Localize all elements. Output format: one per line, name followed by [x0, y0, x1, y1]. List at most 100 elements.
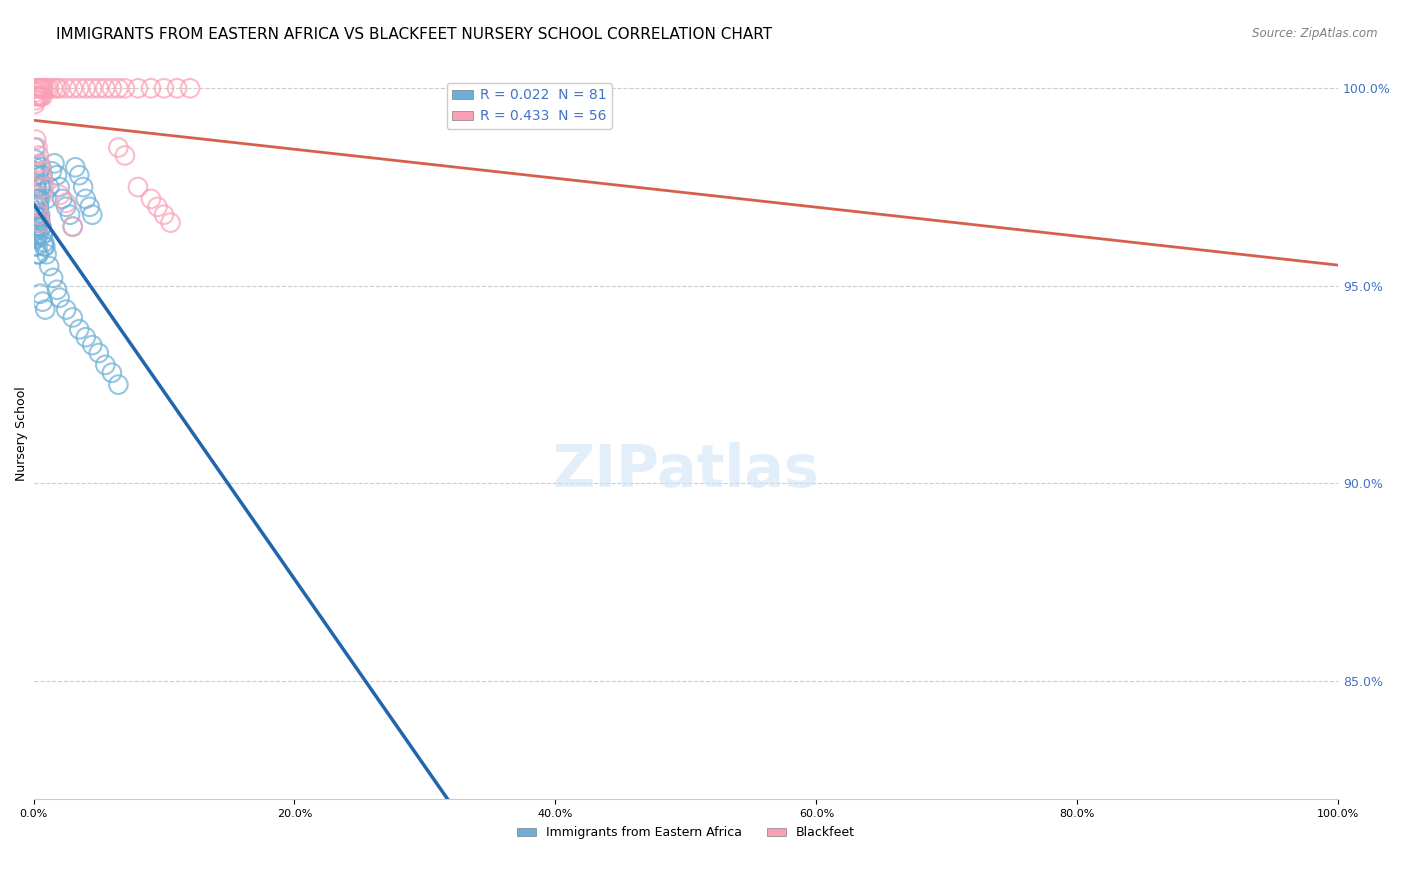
- Point: [153, 208, 176, 222]
- Point: [146, 200, 169, 214]
- Point: [62, 219, 84, 234]
- Point: [32, 180, 55, 194]
- Point: [25, 203, 48, 218]
- Point: [82, 81, 104, 95]
- Point: [30, 89, 52, 103]
- Point: [48, 180, 70, 194]
- Point: [24, 161, 46, 175]
- Point: [94, 358, 117, 372]
- Point: [31, 81, 53, 95]
- Point: [48, 81, 70, 95]
- Point: [75, 81, 97, 95]
- Point: [62, 310, 84, 325]
- Point: [127, 81, 149, 95]
- Point: [27, 168, 49, 182]
- Point: [48, 188, 70, 202]
- Point: [31, 227, 53, 242]
- Point: [30, 180, 52, 194]
- Point: [28, 192, 51, 206]
- Point: [59, 208, 82, 222]
- Point: [27, 219, 49, 234]
- Point: [42, 271, 65, 285]
- Point: [62, 219, 84, 234]
- Point: [28, 148, 51, 162]
- Point: [24, 89, 46, 103]
- Point: [25, 231, 48, 245]
- Point: [24, 239, 46, 253]
- Point: [35, 247, 58, 261]
- Point: [153, 81, 176, 95]
- Point: [46, 81, 69, 95]
- Point: [75, 330, 97, 344]
- Point: [24, 168, 46, 182]
- Point: [107, 377, 129, 392]
- Point: [30, 164, 52, 178]
- Point: [30, 211, 52, 226]
- Point: [30, 81, 52, 95]
- Point: [82, 208, 104, 222]
- Point: [35, 81, 58, 95]
- Point: [82, 338, 104, 352]
- Point: [27, 140, 49, 154]
- Point: [48, 291, 70, 305]
- Point: [30, 180, 52, 194]
- Point: [24, 81, 46, 95]
- Point: [31, 172, 53, 186]
- Point: [107, 81, 129, 95]
- Point: [55, 195, 77, 210]
- Point: [27, 239, 49, 253]
- Point: [38, 259, 60, 273]
- Point: [30, 219, 52, 234]
- Point: [32, 235, 55, 250]
- Point: [35, 192, 58, 206]
- Legend: Immigrants from Eastern Africa, Blackfeet: Immigrants from Eastern Africa, Blackfee…: [512, 822, 859, 845]
- Point: [46, 283, 69, 297]
- Point: [24, 200, 46, 214]
- Point: [159, 216, 181, 230]
- Text: IMMIGRANTS FROM EASTERN AFRICA VS BLACKFEET NURSERY SCHOOL CORRELATION CHART: IMMIGRANTS FROM EASTERN AFRICA VS BLACKF…: [56, 27, 772, 42]
- Point: [34, 302, 56, 317]
- Point: [101, 366, 124, 380]
- Point: [31, 227, 53, 242]
- Point: [28, 200, 51, 214]
- Point: [139, 192, 162, 206]
- Point: [67, 322, 90, 336]
- Point: [24, 97, 46, 112]
- Point: [79, 200, 101, 214]
- Point: [114, 81, 136, 95]
- Point: [44, 156, 66, 170]
- Point: [30, 216, 52, 230]
- Point: [27, 219, 49, 234]
- Point: [30, 208, 52, 222]
- Point: [27, 81, 49, 95]
- Point: [25, 223, 48, 237]
- Point: [25, 219, 48, 234]
- Point: [25, 231, 48, 245]
- Point: [30, 81, 52, 95]
- Point: [27, 216, 49, 230]
- Point: [38, 81, 60, 95]
- Point: [32, 239, 55, 253]
- Point: [25, 93, 48, 107]
- Point: [30, 161, 52, 175]
- Point: [55, 200, 77, 214]
- Point: [127, 180, 149, 194]
- Point: [28, 208, 51, 222]
- Point: [62, 81, 84, 95]
- Point: [65, 161, 87, 175]
- Point: [72, 180, 94, 194]
- Point: [31, 168, 53, 182]
- Y-axis label: Nursery School: Nursery School: [15, 386, 28, 482]
- Point: [31, 89, 53, 103]
- Point: [30, 216, 52, 230]
- Point: [25, 192, 48, 206]
- Point: [179, 81, 201, 95]
- Point: [24, 153, 46, 167]
- Point: [30, 219, 52, 234]
- Point: [28, 200, 51, 214]
- Point: [30, 286, 52, 301]
- Point: [28, 89, 51, 103]
- Point: [25, 180, 48, 194]
- Point: [101, 81, 124, 95]
- Point: [27, 208, 49, 222]
